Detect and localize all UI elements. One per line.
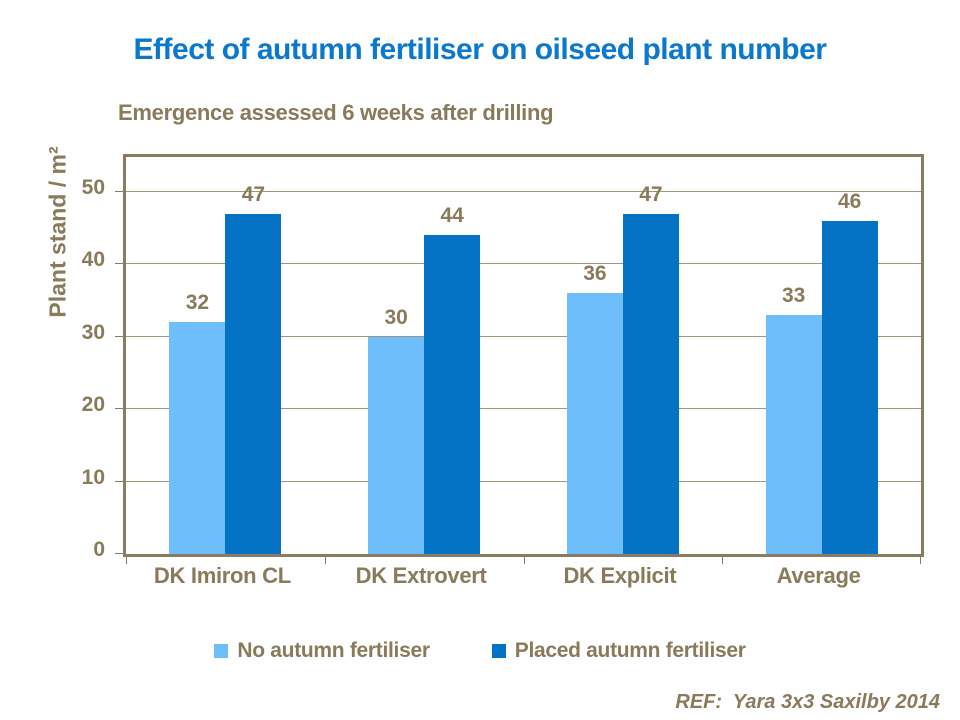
legend: No autumn fertiliser Placed autumn fertil… [0, 639, 960, 663]
y-tick-mark-0 [115, 553, 123, 554]
legend-item-placed-autumn-fertiliser: Placed autumn fertiliser [491, 639, 746, 663]
y-tick-mark-20 [115, 408, 123, 410]
y-tick-label-10: 10 [81, 465, 105, 489]
chart-subtitle: Emergence assessed 6 weeks after drillin… [118, 100, 554, 125]
y-axis-tick-labels: 0 10 20 30 40 50 [0, 0, 105, 720]
gridline-40 [126, 263, 921, 265]
gridline-10 [126, 480, 921, 482]
value-label: 44 [440, 204, 464, 228]
y-tick-mark-10 [115, 480, 123, 482]
value-label: 46 [837, 189, 862, 213]
bar-average-series-0 [765, 314, 822, 554]
bar-dk-explicit-series-0 [566, 293, 623, 554]
bar-dk-explicit-series-1 [622, 213, 679, 554]
gridline-20 [126, 408, 921, 410]
value-label: 32 [185, 291, 210, 315]
category-label-average: Average [776, 563, 861, 588]
y-tick-label-0: 0 [93, 538, 105, 561]
bar-dk-imiron-cl-series-1 [225, 213, 282, 554]
bar-dk-imiron-cl-series-0 [169, 322, 226, 554]
x-tick-mark-3 [722, 557, 723, 564]
gridline-50 [126, 190, 921, 192]
legend-swatch-icon [214, 644, 229, 658]
y-tick-label-20: 20 [81, 393, 105, 417]
value-label: 33 [781, 283, 806, 307]
page-title: Effect of autumn fertiliser on oilseed p… [133, 33, 827, 66]
reference-text: REF: Yara 3x3 Saxilby 2014 [675, 691, 940, 713]
value-label: 47 [639, 182, 663, 206]
legend-item-no-autumn-fertiliser: No autumn fertiliser [214, 639, 430, 663]
legend-label: Placed autumn fertiliser [514, 639, 746, 662]
legend-swatch-icon [491, 644, 506, 658]
category-label-dk-extrovert: DK Extrovert [355, 563, 487, 588]
category-label-dk-imiron-cl: DK Imiron CL [153, 563, 291, 588]
x-tick-mark-1 [325, 557, 326, 564]
y-tick-mark-30 [115, 335, 123, 337]
x-tick-mark-4 [920, 557, 921, 564]
gridline-30 [126, 335, 921, 337]
x-tick-mark-0 [126, 557, 127, 564]
value-label: 30 [384, 305, 408, 329]
category-label-dk-explicit: DK Explicit [563, 563, 677, 588]
y-tick-mark-40 [115, 263, 123, 265]
bar-dk-extrovert-series-0 [368, 336, 425, 554]
y-tick-label-30: 30 [81, 320, 105, 344]
y-tick-mark-50 [115, 190, 123, 192]
legend-label: No autumn fertiliser [237, 639, 430, 662]
x-axis-category-labels: DK Imiron CL DK Extrovert DK Explicit Avera… [123, 563, 918, 589]
value-label: 36 [583, 262, 607, 286]
value-label: 47 [241, 182, 266, 206]
bar-dk-extrovert-series-1 [424, 235, 481, 554]
plot-area: 32 47 30 44 36 47 33 46 [115, 154, 924, 564]
y-tick-label-40: 40 [81, 248, 105, 272]
bar-average-series-1 [821, 220, 878, 554]
x-tick-mark-2 [524, 557, 525, 564]
y-tick-label-50: 50 [81, 175, 105, 199]
